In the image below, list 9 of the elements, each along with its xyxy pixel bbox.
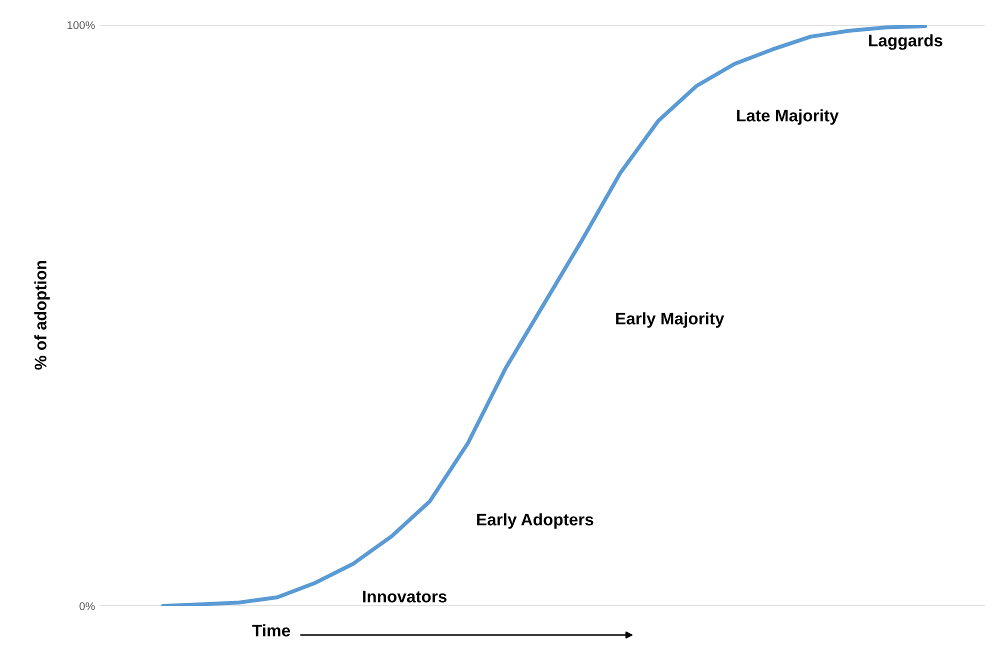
x-axis-title: Time xyxy=(252,624,290,636)
annotation: Early Majority xyxy=(616,312,724,328)
annotation: Laggards xyxy=(869,34,942,50)
annotation: Innovators xyxy=(363,590,447,602)
y-axis-title: % of adoption xyxy=(34,260,50,370)
annotation: Early Adopters xyxy=(477,513,594,529)
annotation: Late Majority xyxy=(737,109,839,125)
y-tick-label: 0% xyxy=(80,602,95,610)
y-tick-label: 100% xyxy=(68,21,95,30)
